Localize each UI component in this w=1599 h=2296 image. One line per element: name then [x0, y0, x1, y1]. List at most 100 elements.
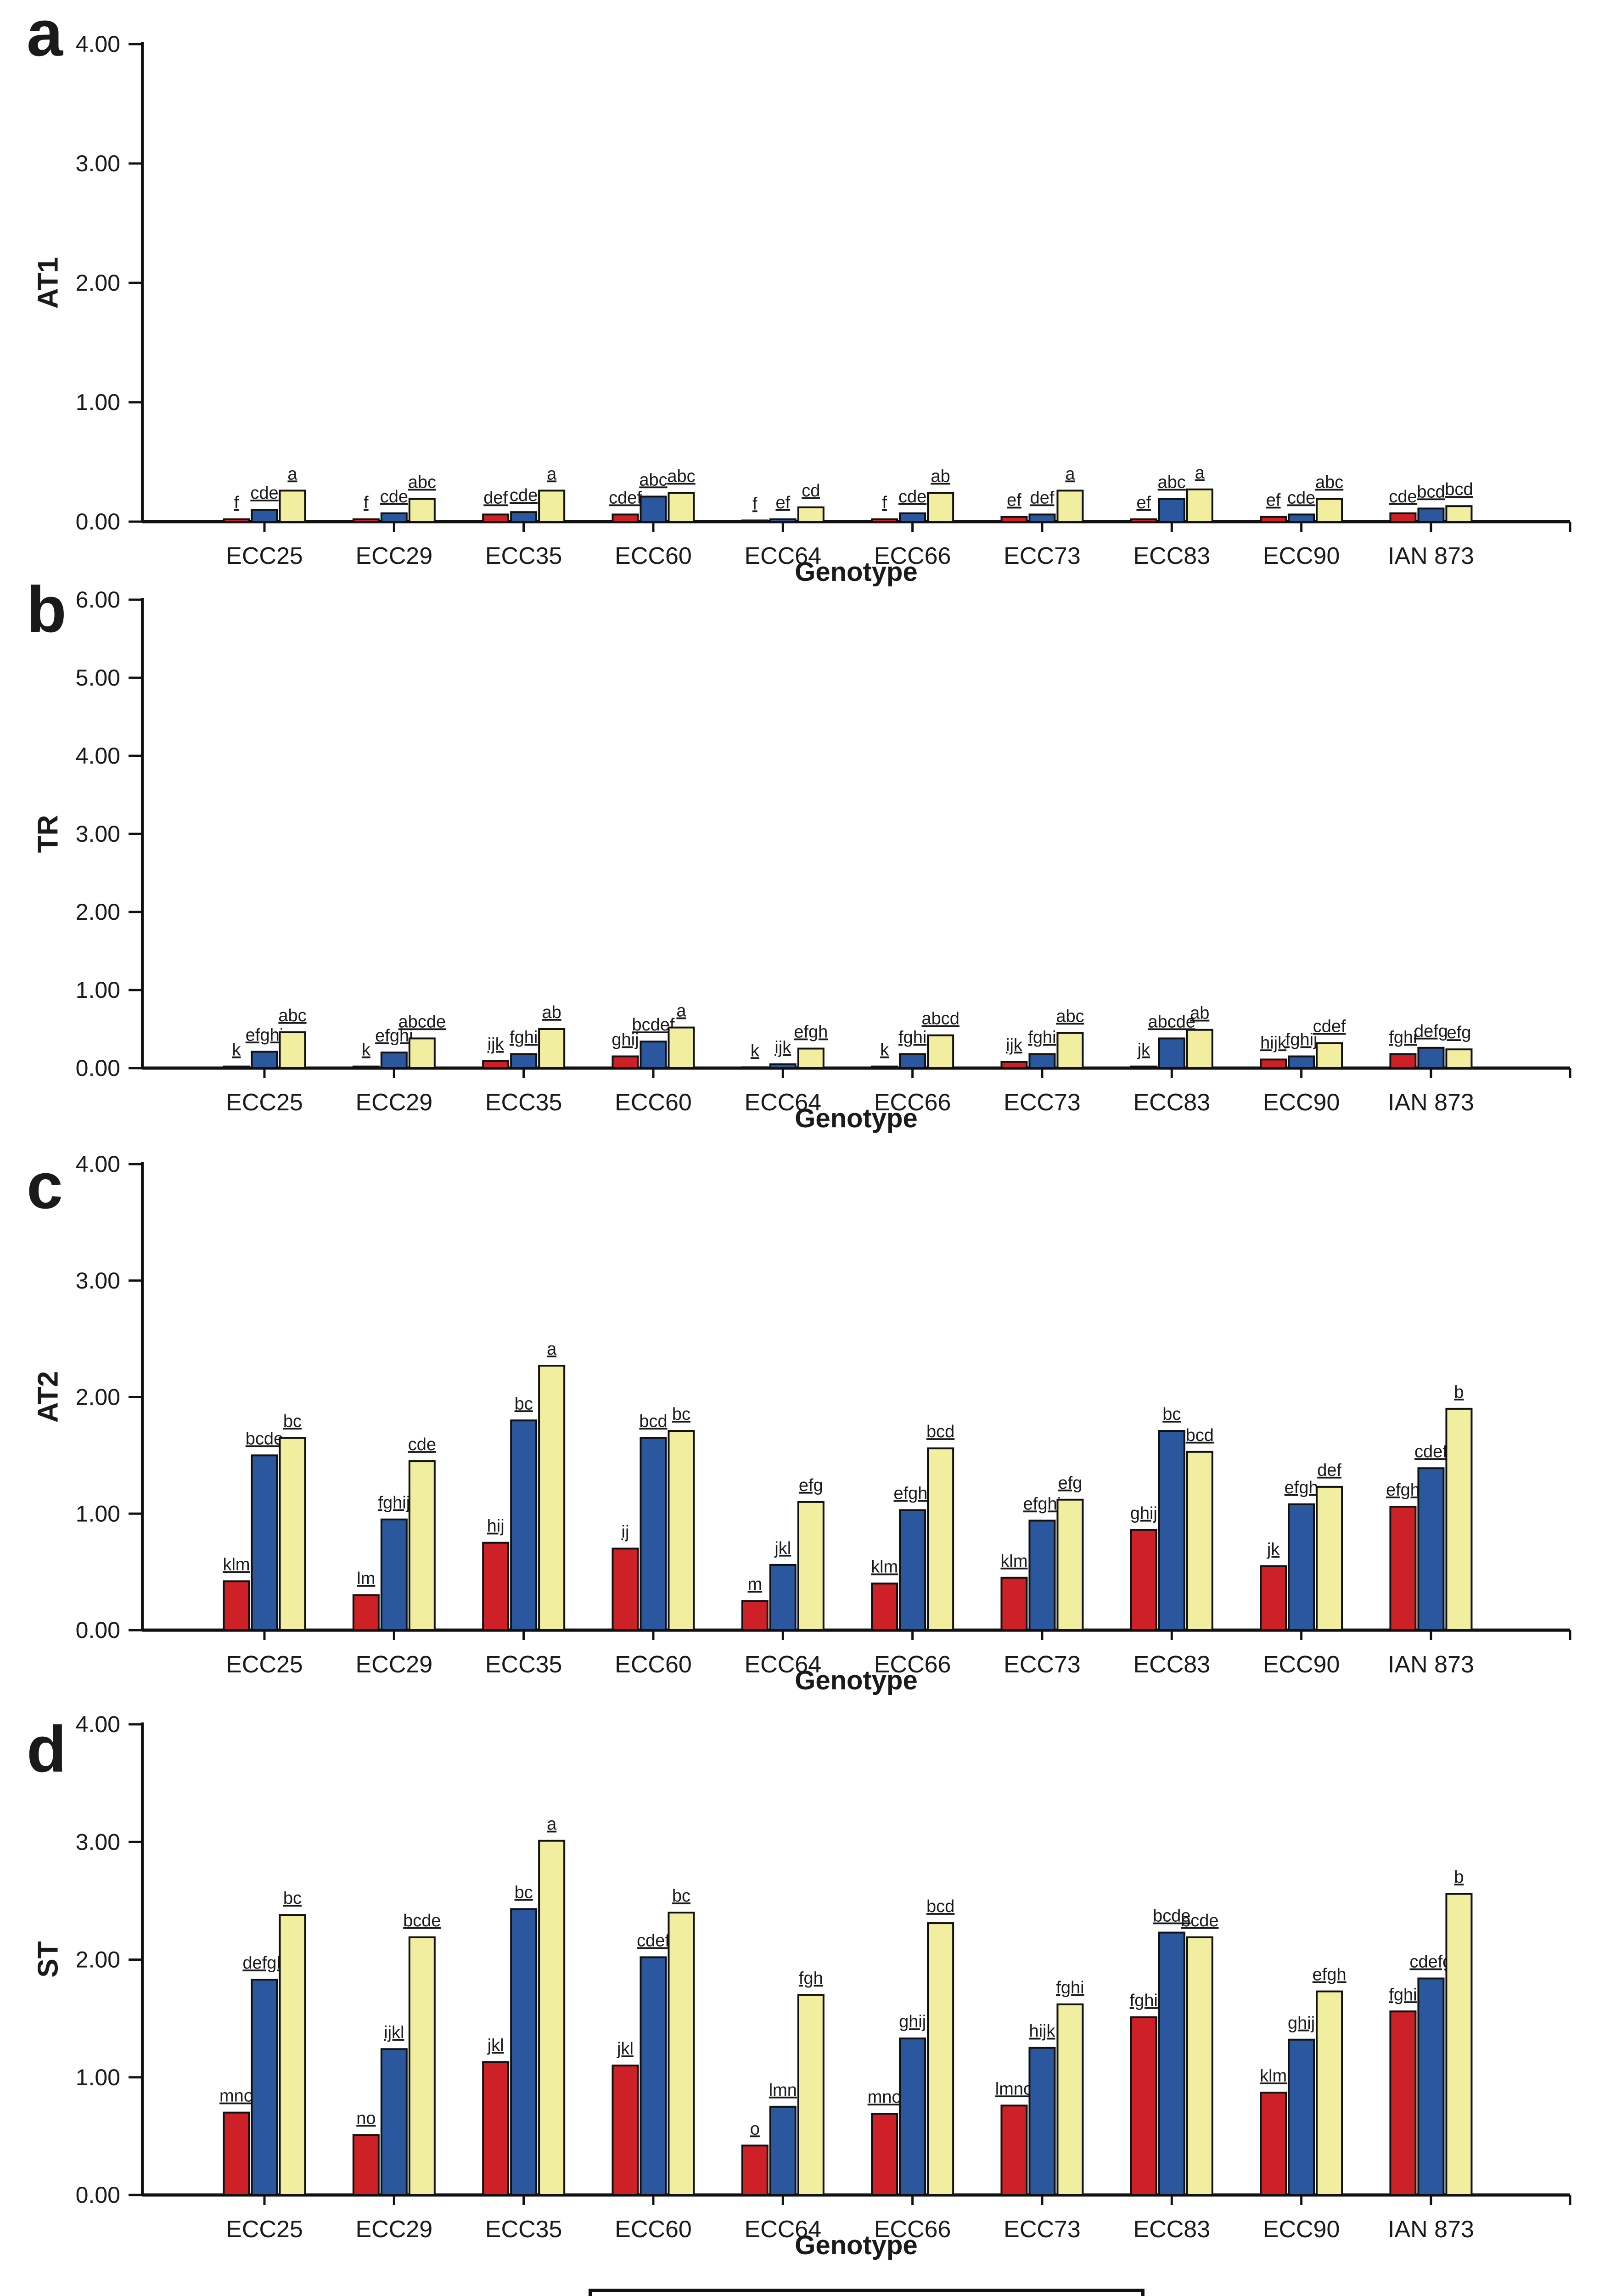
y-tick-label: 4.00	[76, 1716, 120, 1737]
bar	[538, 490, 566, 523]
sig-letter: ef	[775, 493, 790, 512]
y-tick-label: 1.00	[76, 2065, 120, 2090]
sig-letter: klm	[871, 1558, 898, 1577]
bar	[871, 1582, 898, 1631]
sig-letter: cde	[1287, 488, 1315, 507]
x-axis-title: Genotype	[795, 557, 918, 587]
y-tick-label: 2.00	[76, 270, 120, 296]
bar	[640, 1437, 667, 1631]
bar	[380, 512, 408, 523]
bar	[482, 1060, 510, 1069]
sig-letter: cde	[380, 487, 408, 506]
sig-letter: efgh	[1285, 1478, 1318, 1497]
bar	[668, 1430, 695, 1632]
sig-letter: bcd	[1417, 482, 1445, 501]
bar	[769, 1063, 797, 1069]
x-tick-label: ECC35	[485, 1089, 562, 1116]
sig-letter: jk	[1267, 1540, 1280, 1559]
bar	[871, 1065, 898, 1069]
sig-letter: def	[1317, 1461, 1341, 1480]
bar	[380, 1052, 408, 1069]
y-tick-label: 3.00	[76, 821, 120, 847]
sig-letter: lmn	[769, 2081, 797, 2100]
y-tick-label: 3.00	[76, 151, 120, 176]
bar	[251, 1454, 278, 1631]
x-tick-label: ECC73	[1004, 1651, 1081, 1678]
sig-letter: bcd	[1445, 480, 1473, 499]
sig-letter: abc	[639, 470, 667, 490]
sig-letter: jkl	[487, 2036, 504, 2055]
x-tick-label: ECC83	[1133, 1651, 1210, 1678]
panel-letter: a	[27, 0, 63, 70]
sig-letter: jk	[1137, 1041, 1150, 1060]
sig-letter: bc	[283, 1889, 302, 1908]
bar	[223, 518, 250, 523]
bar	[1028, 1053, 1056, 1069]
x-tick-label: ECC83	[1133, 2216, 1210, 2243]
bar	[408, 1037, 436, 1069]
sig-letter: cde	[510, 486, 538, 505]
bar	[1316, 1042, 1343, 1069]
bar	[482, 513, 510, 523]
panel-b: 0.00 1.00 2.00 3.00 4.00 5.00 6.00 ECC25 k efghi a…	[0, 576, 1599, 1153]
x-tick-label: ECC73	[1004, 1089, 1081, 1116]
x-tick-label: ECC25	[226, 1089, 303, 1116]
bar	[223, 1580, 250, 1631]
sig-letter: abcde	[398, 1012, 446, 1031]
bar	[1130, 2016, 1157, 2196]
sig-letter: abc	[1056, 1007, 1084, 1026]
bar	[538, 1028, 566, 1069]
sig-letter: ijk	[1006, 1035, 1023, 1055]
bar	[251, 1979, 278, 2196]
bar	[1445, 1048, 1473, 1069]
bar	[1316, 498, 1343, 523]
sig-letter: def	[1030, 488, 1055, 507]
sig-letter: a	[547, 1815, 557, 1834]
sig-letter: bcde	[1181, 1911, 1218, 1930]
bar	[612, 1055, 639, 1069]
bar	[510, 511, 538, 523]
sig-letter: abcd	[921, 1009, 959, 1029]
bar	[1158, 1430, 1185, 1632]
y-axis-title: ST	[32, 1941, 64, 1978]
x-axis-title: Genotype	[795, 1103, 918, 1133]
sig-letter: bcd	[1186, 1426, 1214, 1445]
sig-letter: efghi	[375, 1026, 413, 1046]
sig-letter: fghij	[1285, 1030, 1318, 1050]
sig-letter: bcd	[926, 1897, 954, 1916]
sig-letter: efghi	[246, 1025, 283, 1045]
bar	[352, 2134, 380, 2196]
sig-letter: cdefg	[1409, 1953, 1452, 1972]
sig-letter: fgh	[799, 1969, 823, 1988]
sig-letter: mno	[868, 2088, 902, 2107]
y-tick-label: 1.00	[76, 977, 120, 1003]
y-tick-label: 0.00	[76, 1617, 120, 1643]
bar	[223, 1065, 250, 1069]
bar	[1445, 1893, 1473, 2196]
bar	[871, 2113, 898, 2196]
sig-letter: bc	[515, 1394, 533, 1413]
x-tick-label: ECC66	[874, 543, 951, 569]
bar	[352, 1594, 380, 1631]
sig-letter: bc	[283, 1412, 302, 1431]
y-axis-title: AT1	[32, 257, 64, 309]
y-tick-label: 2.00	[76, 1384, 120, 1410]
sig-letter: bcde	[246, 1429, 283, 1448]
sig-letter: efgh	[1386, 1480, 1420, 1500]
x-tick-label: ECC90	[1263, 2216, 1340, 2243]
sig-letter: hij	[487, 1517, 505, 1536]
sig-letter: fghi	[1130, 1991, 1158, 2010]
x-tick-label: ECC66	[874, 1651, 951, 1678]
x-tick-label: ECC66	[874, 2216, 951, 2243]
bar	[1260, 1058, 1287, 1069]
bar	[1056, 490, 1084, 523]
x-tick-label: ECC64	[744, 2216, 821, 2243]
sig-letter: efg	[799, 1476, 823, 1495]
bar	[769, 1564, 797, 1632]
bar	[1260, 2092, 1287, 2196]
sig-letter: ijkl	[384, 2023, 404, 2042]
bar	[1000, 1061, 1028, 1069]
sig-letter: bcd	[926, 1422, 954, 1441]
bar	[482, 2061, 510, 2196]
sig-letter: ef	[1007, 491, 1021, 510]
